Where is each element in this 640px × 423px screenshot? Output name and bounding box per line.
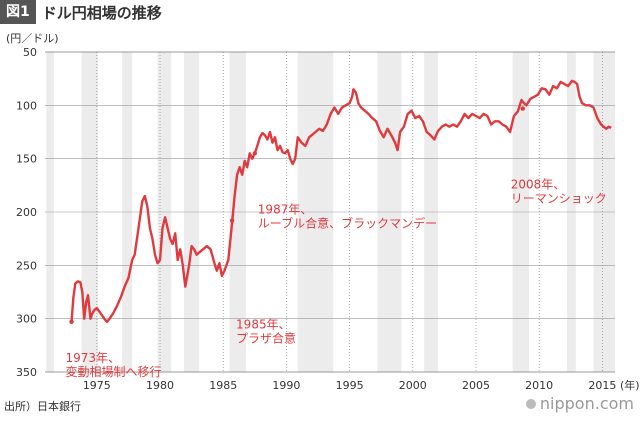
x-tick-label: 1990	[272, 379, 300, 392]
brand-dot-icon	[525, 398, 536, 409]
x-tick-label: 1975	[83, 379, 111, 392]
annotation-label-event: リーマンショック	[511, 192, 607, 206]
annotation-point	[252, 151, 258, 156]
exchange-rate-line	[70, 79, 612, 324]
x-axis-unit-label: (年)	[620, 378, 640, 392]
y-tick-label: 200	[16, 206, 37, 219]
x-tick-label: 2005	[462, 379, 490, 392]
y-tick-label: 300	[16, 313, 37, 326]
annotation-point	[69, 319, 74, 325]
x-tick-label: 2015	[588, 379, 616, 392]
annotation-label-year: 2008年、	[511, 178, 566, 192]
y-tick-label: 250	[16, 259, 37, 272]
x-tick-label: 1980	[146, 379, 174, 392]
annotation-label-event: 変動相場制へ移行	[66, 364, 162, 379]
annotation-label-year: 1987年、	[258, 202, 313, 216]
annotation-label-event: プラザ合意	[236, 331, 296, 346]
x-tick-label: 2000	[399, 379, 427, 392]
y-tick-label: 100	[16, 99, 37, 112]
annotation-label-year: 1973年、	[66, 351, 121, 365]
annotation-label-event: ルーブル合意、ブラックマンデー	[258, 215, 437, 230]
source-note: 出所）日本銀行	[4, 400, 81, 413]
brand-logo: nippon.com	[525, 394, 634, 413]
y-tick-label: 50	[23, 46, 37, 59]
annotation-label-year: 1985年、	[236, 318, 291, 332]
x-tick-label: 1985	[209, 379, 237, 392]
x-tick-label: 1995	[336, 379, 364, 392]
annotation-point	[520, 106, 525, 111]
chart-title: ドル円相場の推移	[41, 3, 162, 22]
chart-header: 図1 ドル円相場の推移	[0, 0, 162, 24]
y-tick-label: 150	[16, 153, 37, 166]
y-axis-unit-label: (円／ドル)	[6, 32, 59, 45]
annotation-point	[229, 218, 235, 223]
x-tick-label: 2010	[525, 379, 553, 392]
figure-badge: 図1	[0, 0, 36, 24]
y-tick-label: 350	[16, 366, 37, 379]
brand-text: nippon.com	[539, 394, 634, 413]
